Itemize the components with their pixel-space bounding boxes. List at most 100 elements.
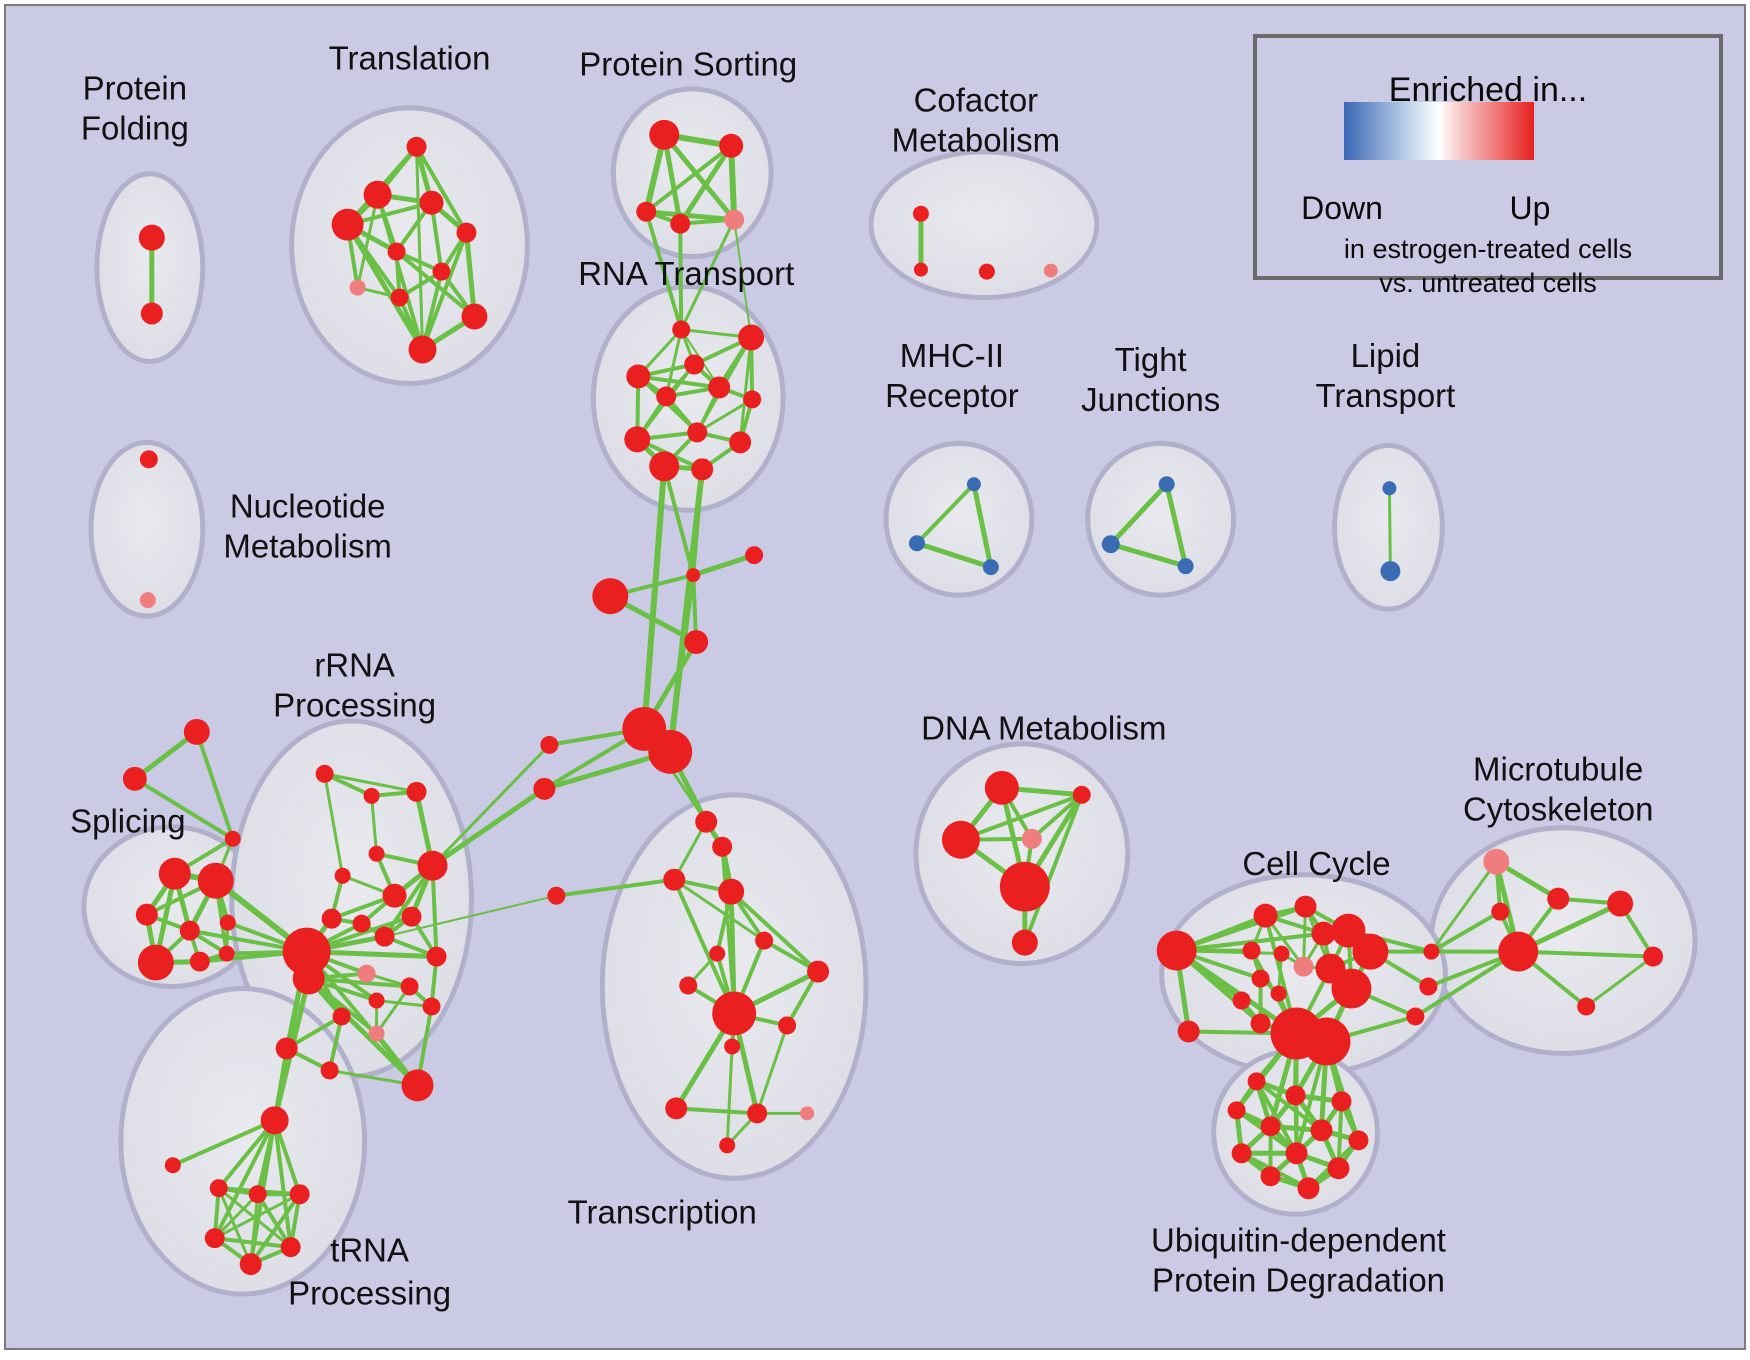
gene-set-node[interactable] <box>135 903 158 926</box>
gene-set-node[interactable] <box>724 209 745 230</box>
gene-set-node[interactable] <box>807 960 830 983</box>
gene-set-node[interactable] <box>1251 969 1270 988</box>
gene-set-node[interactable] <box>684 354 705 375</box>
gene-set-node[interactable] <box>158 857 191 890</box>
gene-set-node[interactable] <box>1419 977 1438 996</box>
gene-set-node[interactable] <box>708 376 731 399</box>
gene-set-node[interactable] <box>1293 956 1314 977</box>
gene-set-node[interactable] <box>122 766 147 791</box>
gene-set-node[interactable] <box>649 451 680 482</box>
gene-set-node[interactable] <box>382 883 407 908</box>
gene-set-node[interactable] <box>724 1038 741 1055</box>
gene-set-node[interactable] <box>368 1025 385 1042</box>
gene-set-node[interactable] <box>982 559 999 576</box>
gene-set-node[interactable] <box>1177 1020 1200 1043</box>
gene-set-node[interactable] <box>1285 1085 1306 1106</box>
gene-set-node[interactable] <box>1331 968 1372 1009</box>
gene-set-node[interactable] <box>687 422 708 443</box>
gene-set-node[interactable] <box>1297 1177 1320 1200</box>
gene-set-node[interactable] <box>743 390 762 409</box>
gene-set-node[interactable] <box>1302 1017 1351 1066</box>
gene-set-node[interactable] <box>738 324 765 351</box>
gene-set-node[interactable] <box>1327 1157 1350 1180</box>
gene-set-node[interactable] <box>1294 895 1317 918</box>
gene-set-node[interactable] <box>1607 890 1634 917</box>
gene-set-node[interactable] <box>139 450 158 469</box>
gene-set-node[interactable] <box>315 764 334 783</box>
gene-set-node[interactable] <box>289 1184 310 1205</box>
gene-set-node[interactable] <box>908 535 925 552</box>
gene-set-node[interactable] <box>248 1185 267 1204</box>
gene-set-node[interactable] <box>137 944 174 981</box>
gene-set-node[interactable] <box>1273 945 1290 962</box>
gene-set-node[interactable] <box>695 810 718 833</box>
gene-set-node[interactable] <box>912 205 929 222</box>
gene-set-node[interactable] <box>357 964 376 983</box>
gene-set-node[interactable] <box>747 1103 768 1124</box>
gene-set-node[interactable] <box>331 208 364 241</box>
gene-set-node[interactable] <box>332 1007 351 1026</box>
gene-set-node[interactable] <box>941 820 980 859</box>
gene-set-node[interactable] <box>1227 1101 1246 1120</box>
gene-set-node[interactable] <box>1156 930 1197 971</box>
gene-set-node[interactable] <box>1285 1142 1308 1165</box>
gene-set-node[interactable] <box>292 962 325 995</box>
gene-set-node[interactable] <box>390 288 409 307</box>
gene-set-node[interactable] <box>1021 828 1042 849</box>
gene-set-node[interactable] <box>1231 1143 1252 1164</box>
gene-set-node[interactable] <box>1352 933 1389 970</box>
gene-set-node[interactable] <box>422 997 441 1016</box>
gene-set-node[interactable] <box>432 262 451 281</box>
gene-set-node[interactable] <box>1491 902 1510 921</box>
gene-set-node[interactable] <box>1253 903 1278 928</box>
gene-set-node[interactable] <box>712 991 757 1036</box>
gene-set-node[interactable] <box>709 945 726 962</box>
gene-set-node[interactable] <box>1177 558 1194 575</box>
gene-set-node[interactable] <box>540 735 559 754</box>
gene-set-node[interactable] <box>321 908 342 929</box>
gene-set-node[interactable] <box>456 222 477 243</box>
gene-set-node[interactable] <box>1072 785 1091 804</box>
gene-set-node[interactable] <box>1101 535 1120 554</box>
gene-set-node[interactable] <box>1311 921 1336 946</box>
gene-set-node[interactable] <box>139 592 156 609</box>
gene-set-node[interactable] <box>140 302 163 325</box>
gene-set-node[interactable] <box>800 1106 815 1121</box>
gene-set-node[interactable] <box>401 906 422 927</box>
gene-set-node[interactable] <box>626 364 651 389</box>
gene-set-node[interactable] <box>1242 941 1261 960</box>
gene-set-node[interactable] <box>1382 481 1397 496</box>
gene-set-node[interactable] <box>1547 887 1570 910</box>
gene-set-node[interactable] <box>179 920 200 941</box>
gene-set-node[interactable] <box>1043 263 1058 278</box>
gene-set-node[interactable] <box>1643 946 1664 967</box>
gene-set-node[interactable] <box>320 1061 339 1080</box>
gene-set-node[interactable] <box>408 335 437 364</box>
gene-set-node[interactable] <box>978 263 995 280</box>
gene-set-node[interactable] <box>679 976 698 995</box>
gene-set-node[interactable] <box>1483 848 1510 875</box>
gene-set-node[interactable] <box>1011 929 1038 956</box>
gene-set-node[interactable] <box>656 386 677 407</box>
gene-set-node[interactable] <box>401 1069 434 1102</box>
gene-set-node[interactable] <box>999 861 1050 912</box>
gene-set-node[interactable] <box>419 190 444 215</box>
gene-set-node[interactable] <box>260 1106 289 1135</box>
gene-set-node[interactable] <box>1498 931 1539 972</box>
gene-set-node[interactable] <box>1577 997 1596 1016</box>
gene-set-node[interactable] <box>334 867 351 884</box>
gene-set-node[interactable] <box>197 862 234 899</box>
gene-set-node[interactable] <box>719 1137 736 1154</box>
gene-set-node[interactable] <box>778 1016 797 1035</box>
gene-set-node[interactable] <box>374 926 395 947</box>
gene-set-node[interactable] <box>280 1237 301 1258</box>
gene-set-node[interactable] <box>1423 943 1440 960</box>
gene-set-node[interactable] <box>183 718 210 745</box>
gene-set-node[interactable] <box>426 946 447 967</box>
gene-set-node[interactable] <box>691 458 714 481</box>
gene-set-node[interactable] <box>729 431 752 454</box>
gene-set-node[interactable] <box>275 1037 298 1060</box>
gene-set-node[interactable] <box>686 568 701 583</box>
gene-set-node[interactable] <box>218 945 235 962</box>
gene-set-node[interactable] <box>282 927 331 976</box>
